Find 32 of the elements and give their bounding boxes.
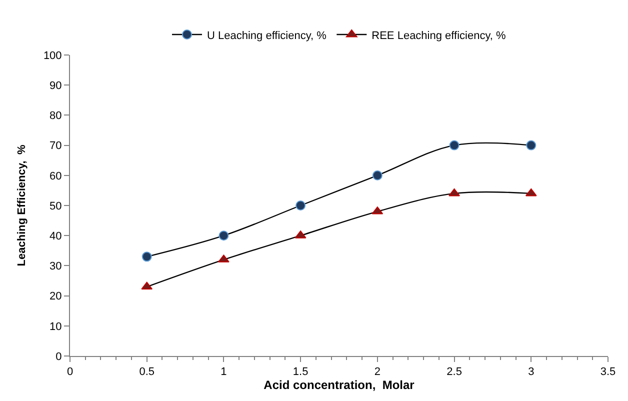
y-tick-label: 30 bbox=[50, 260, 62, 273]
y-axis-title: Leaching Efficiency, % bbox=[16, 144, 28, 266]
x-tick-label: 0.5 bbox=[139, 366, 155, 378]
point bbox=[449, 140, 460, 150]
x-tick-label: 1.5 bbox=[292, 366, 308, 378]
x-tick-label: 3 bbox=[528, 366, 534, 378]
x-tick-label: 0 bbox=[66, 366, 74, 378]
x-tick-label: 3.5 bbox=[600, 366, 616, 378]
legend-label: REE Leaching efficiency, % bbox=[372, 30, 506, 42]
x-tick-label: 2.5 bbox=[446, 366, 462, 378]
x-tick-label: 2 bbox=[374, 366, 380, 378]
x-axis-title: Acid concentration, Molar bbox=[264, 378, 415, 392]
legend-label: U Leaching efficiency, % bbox=[207, 30, 327, 42]
point bbox=[218, 230, 229, 241]
point bbox=[141, 282, 153, 290]
y-tick-label: 40 bbox=[50, 230, 62, 242]
y-tick-label: 0 bbox=[56, 350, 62, 363]
y-tick-label: 50 bbox=[50, 200, 62, 212]
point bbox=[296, 200, 306, 210]
y-tick-label: 60 bbox=[50, 170, 62, 182]
x-tick-label: 1 bbox=[220, 366, 227, 378]
point bbox=[525, 188, 537, 196]
point bbox=[142, 252, 152, 262]
point bbox=[526, 140, 536, 150]
point bbox=[372, 170, 382, 180]
y-tick-label: 20 bbox=[50, 290, 62, 303]
point bbox=[448, 188, 460, 196]
y-tick-label: 80 bbox=[50, 110, 62, 122]
y-tick-label: 70 bbox=[50, 140, 62, 152]
y-tick-label: 10 bbox=[50, 320, 62, 333]
y-tick-label: 100 bbox=[43, 50, 62, 62]
y-tick-label: 90 bbox=[50, 80, 62, 92]
